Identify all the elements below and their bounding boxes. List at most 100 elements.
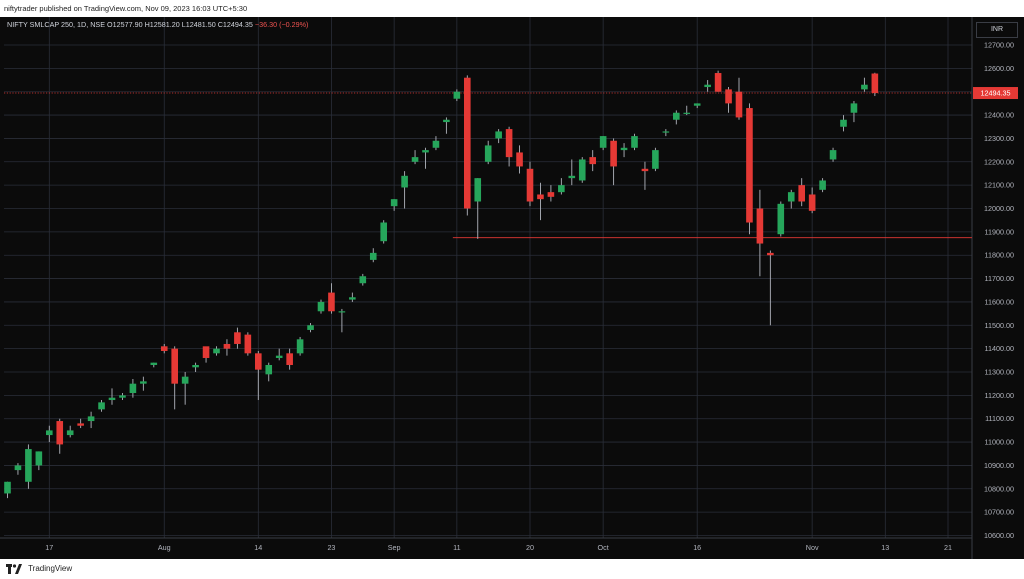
candle	[56, 418, 64, 454]
candle-body	[150, 362, 158, 365]
candle-body	[620, 147, 628, 151]
footer-brand: TradingView	[28, 564, 73, 573]
candle	[181, 372, 189, 405]
legend-open: O12577.90	[107, 20, 143, 29]
candle-body	[443, 119, 450, 123]
candle	[683, 105, 691, 116]
legend-close: C12494.35	[217, 20, 253, 29]
legend-low: L12481.50	[181, 20, 216, 29]
candle	[317, 299, 325, 314]
candle-body	[725, 89, 732, 104]
candle	[547, 185, 555, 202]
candle	[213, 346, 220, 356]
candle	[349, 292, 356, 302]
candle-body	[714, 73, 722, 92]
candle	[756, 189, 764, 277]
candle-body	[537, 194, 544, 200]
candle	[432, 136, 440, 151]
candle-body	[390, 199, 398, 207]
candle	[443, 117, 450, 134]
candle	[192, 362, 199, 372]
candle-body	[234, 332, 241, 344]
candle-body	[787, 192, 795, 202]
candle	[422, 147, 429, 169]
candle-body	[401, 175, 408, 188]
candle	[369, 248, 377, 263]
candle-body	[777, 203, 785, 235]
candle-body	[516, 152, 523, 167]
candle-body	[307, 325, 314, 330]
x-tick-label: 14	[254, 543, 262, 552]
candle	[453, 89, 461, 102]
candle-body	[349, 297, 356, 300]
y-tick-label: 11300.00	[985, 368, 1014, 377]
y-tick-label: 11500.00	[985, 321, 1014, 330]
candle-body	[380, 222, 387, 242]
candle	[735, 77, 743, 120]
candle	[202, 346, 210, 363]
candle	[244, 332, 252, 356]
candle	[108, 388, 116, 405]
candle-body	[140, 381, 147, 384]
y-tick-label: 12300.00	[984, 134, 1014, 143]
x-tick-label: 20	[526, 543, 534, 552]
candle	[14, 463, 22, 475]
candle	[171, 346, 178, 410]
x-tick-label: Oct	[598, 543, 609, 552]
candle	[265, 362, 273, 382]
candle-body	[746, 108, 753, 223]
candle-body	[484, 145, 492, 162]
candle	[255, 350, 262, 401]
x-tick-label: Aug	[158, 543, 171, 552]
candle	[526, 161, 534, 207]
candle-body	[422, 150, 429, 153]
candle-body	[223, 343, 231, 349]
candle-body	[767, 252, 774, 256]
candle	[359, 273, 367, 286]
candle	[286, 348, 293, 370]
x-tick-label: Sep	[388, 543, 401, 552]
candle-body	[861, 84, 868, 90]
candle-body	[87, 416, 95, 422]
candle-body	[829, 150, 837, 160]
candle	[390, 199, 398, 211]
candle	[150, 362, 158, 368]
candle-body	[77, 423, 84, 426]
publisher-text: niftytrader published on TradingView.com…	[4, 4, 248, 13]
candle-body	[610, 140, 617, 167]
candle-body	[56, 421, 64, 445]
candle-body	[568, 175, 576, 179]
candle-body	[464, 77, 471, 209]
candle-body	[558, 185, 565, 193]
candle-body	[495, 131, 502, 139]
candle	[129, 379, 137, 398]
currency-button[interactable]: INR	[976, 22, 1018, 38]
candle	[35, 451, 43, 471]
candle-body	[25, 449, 32, 482]
last-price-label: 12494.35	[981, 89, 1011, 98]
candle-body	[683, 112, 691, 114]
candle-body	[202, 346, 210, 358]
candle	[505, 126, 513, 167]
candle-body	[871, 73, 879, 94]
candle	[798, 178, 805, 207]
y-tick-label: 11200.00	[985, 391, 1014, 400]
candle-body	[4, 481, 11, 494]
candle-body	[808, 194, 816, 211]
candle-body	[652, 150, 659, 169]
y-tick-label: 10900.00	[984, 461, 1014, 470]
candle	[411, 150, 419, 165]
candle	[307, 322, 314, 333]
candle-body	[526, 168, 534, 202]
candle-body	[317, 301, 325, 312]
tradingview-footer: TradingView	[0, 559, 1024, 579]
legend-symbol: NIFTY SMLCAP 250, 1D, NSE	[7, 20, 105, 29]
x-tick-label: 17	[45, 543, 53, 552]
candle	[537, 182, 544, 221]
candle	[25, 444, 32, 489]
y-tick-label: 10600.00	[984, 531, 1014, 540]
candle-body	[296, 339, 304, 354]
candle-body	[359, 276, 367, 284]
